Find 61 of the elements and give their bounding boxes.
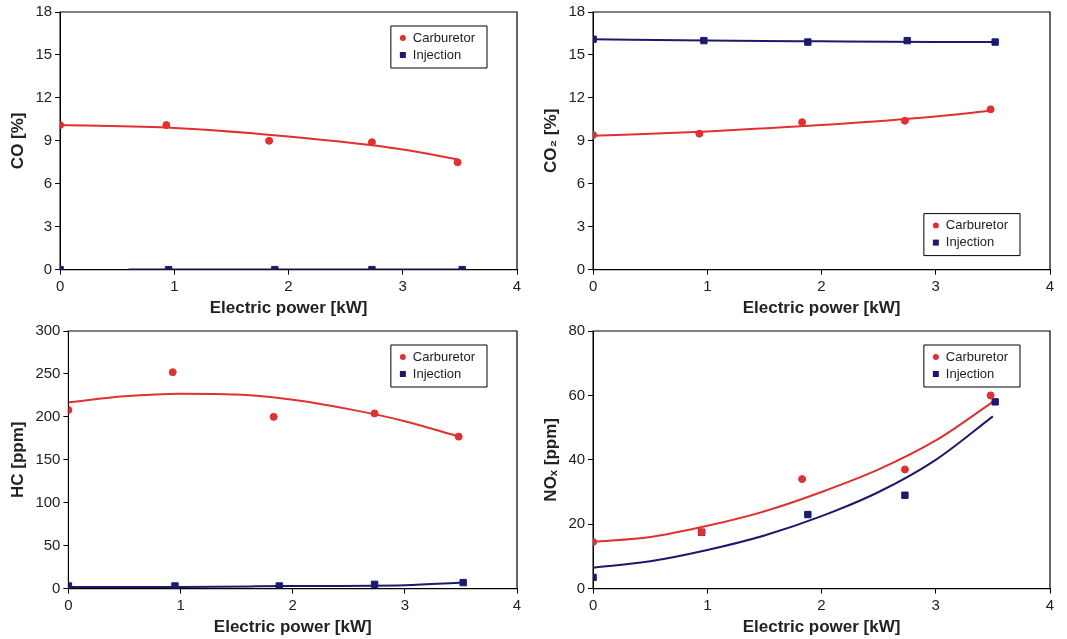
y-tick-label: 0 [52,578,61,596]
x-tick-label: 3 [931,595,940,613]
y-tick-label: 6 [576,173,586,191]
x-tick-label: 1 [176,595,185,613]
y-tick-label: 0 [576,259,586,277]
y-tick-label: 0 [43,259,53,277]
y-tick-label: 80 [568,321,586,339]
x-tick-label: 4 [512,276,522,294]
x-tick-label: 0 [588,595,598,613]
x-tick-label: 4 [1045,276,1055,294]
y-tick-label: 12 [35,88,53,106]
y-tick-label: 12 [568,88,586,106]
y-tick-label: 15 [35,45,53,63]
y-tick-label: 6 [43,173,53,191]
x-tick-label: 2 [817,276,826,294]
legend-label: Carburetor [945,348,1009,364]
y-axis-title: NOₓ [ppm] [540,417,560,502]
legend-label: Carburetor [945,217,1009,233]
x-axis-title: Electric power [kW] [742,298,901,318]
y-tick-label: 150 [35,449,61,467]
y-tick-label: 100 [35,492,61,510]
x-tick-label: 1 [703,276,712,294]
x-tick-label: 2 [284,276,293,294]
legend-label: Injection [412,365,462,381]
y-tick-label: 15 [568,45,586,63]
x-axis-title: Electric power [kW] [213,617,372,637]
y-tick-label: 3 [576,216,586,234]
y-tick-label: 3 [43,216,53,234]
y-tick-label: 250 [35,364,61,382]
x-tick-label: 2 [288,595,297,613]
y-tick-label: 200 [35,407,61,425]
x-tick-label: 0 [64,595,73,613]
legend-label: Injection [412,46,462,62]
y-tick-label: 9 [43,130,53,148]
x-tick-label: 4 [512,595,522,613]
y-tick-label: 18 [35,2,53,20]
y-axis-title: HC [ppm] [7,421,27,499]
x-tick-label: 3 [398,276,407,294]
x-tick-label: 3 [400,595,410,613]
x-axis-title: Electric power [kW] [742,617,901,637]
y-tick-label: 20 [568,514,586,532]
y-tick-label: 300 [35,321,61,339]
x-tick-label: 3 [931,276,940,294]
y-tick-label: 0 [576,578,586,596]
y-tick-label: 9 [576,130,586,148]
y-axis-title: CO₂ [%] [540,108,560,173]
legend-label: Injection [945,234,995,250]
x-tick-label: 2 [817,595,826,613]
legend-label: Carburetor [412,29,476,45]
legend-label: Carburetor [412,348,476,364]
y-tick-label: 50 [43,535,61,553]
x-tick-label: 0 [588,276,598,294]
y-tick-label: 60 [568,385,586,403]
y-tick-label: 18 [568,2,586,20]
x-tick-label: 1 [170,276,179,294]
y-axis-title: CO [%] [7,112,27,170]
x-tick-label: 1 [703,595,712,613]
y-tick-label: 40 [568,449,586,467]
legend-label: Injection [945,365,995,381]
x-tick-label: 4 [1045,595,1055,613]
x-axis-title: Electric power [kW] [209,298,368,318]
